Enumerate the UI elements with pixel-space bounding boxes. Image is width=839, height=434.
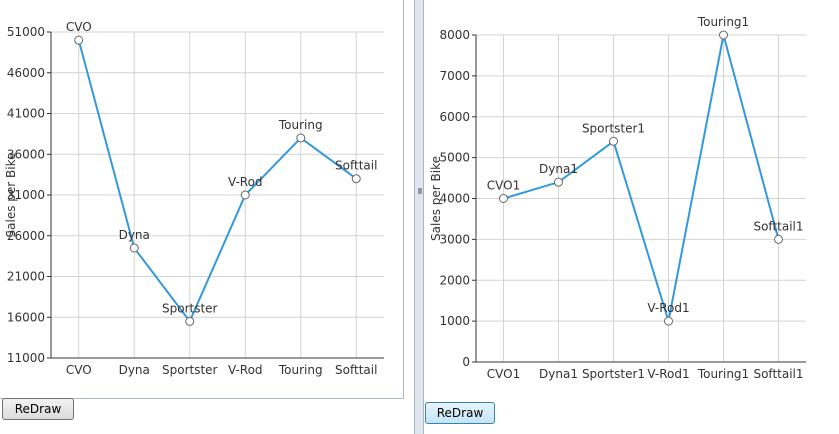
right-chart-panel: 0 1000 2000 3000 4000 5000 6000 7000 8000 CVO1 Dyn… (424, 0, 839, 398)
redraw-button-left[interactable]: ReDraw (2, 398, 74, 420)
data-label: Softtail1 (753, 219, 803, 233)
y-tick-label: 1000 (439, 314, 470, 328)
panel-splitter[interactable] (414, 0, 424, 434)
y-tick-label: 46000 (7, 66, 45, 80)
left-line-chart: 11000 16000 21000 26000 31000 36000 41000 46000… (4, 20, 384, 377)
y-tick-label: 51000 (7, 25, 45, 39)
x-tick-label: Touring (278, 363, 323, 377)
data-point (719, 30, 728, 40)
data-point (185, 316, 195, 326)
x-tick-label: Softtail (335, 363, 377, 377)
data-point (74, 35, 84, 45)
y-tick-label: 2000 (439, 273, 470, 287)
y-tick-label: 8000 (439, 28, 470, 42)
data-point (554, 177, 563, 187)
left-chart-panel: 11000 16000 21000 26000 31000 36000 41000 46000… (0, 0, 404, 399)
x-tick-label: Sportster1 (582, 367, 645, 381)
y-tick-label: 41000 (7, 107, 45, 121)
data-point (774, 234, 783, 244)
y-tick-label: 0 (462, 355, 470, 369)
y-tick-label: 26000 (7, 229, 45, 243)
y-tick-label: 11000 (7, 351, 45, 365)
series-line (77, 39, 357, 324)
x-tick-label: Dyna (119, 363, 150, 377)
x-tick-label: V-Rod1 (647, 367, 689, 381)
data-point (499, 194, 508, 203)
data-label: Sportster (162, 301, 218, 315)
data-point (351, 174, 361, 184)
data-label: CVO (66, 20, 92, 34)
redraw-button-right[interactable]: ReDraw (425, 402, 495, 424)
y-tick-label: 5000 (439, 151, 470, 165)
splitter-grip-icon[interactable] (418, 188, 422, 194)
y-axis-label: Sales per Bike (4, 153, 18, 238)
y-tick-label: 21000 (7, 270, 45, 284)
x-tick-label: Softtail1 (753, 367, 803, 381)
y-tick-label: 31000 (7, 188, 45, 202)
right-line-chart: 0 1000 2000 3000 4000 5000 6000 7000 8000 CVO1 Dyn… (429, 15, 806, 381)
data-label: V-Rod (228, 175, 263, 189)
x-tick-label: Sportster (162, 363, 218, 377)
y-tick-label: 6000 (439, 110, 470, 124)
data-label: Dyna (119, 228, 150, 242)
x-tick-label: CVO1 (487, 367, 520, 381)
x-tick-label: Dyna1 (539, 367, 578, 381)
data-label: V-Rod1 (647, 301, 689, 315)
y-tick-label: 4000 (439, 192, 470, 206)
y-tick-label: 3000 (439, 232, 470, 246)
x-tick-label: Touring1 (697, 367, 749, 381)
y-tick-label: 36000 (7, 147, 45, 161)
data-label: Softtail (335, 159, 377, 173)
y-axis-label: Sales per Bike (429, 156, 443, 241)
x-tick-label: V-Rod (228, 363, 263, 377)
y-tick-label: 16000 (7, 310, 45, 324)
data-point (240, 190, 250, 200)
data-point (609, 136, 618, 146)
data-label: Sportster1 (582, 121, 645, 135)
data-label: Touring (278, 118, 323, 132)
data-label: CVO1 (487, 179, 520, 193)
x-tick-label: CVO (66, 363, 92, 377)
y-tick-label: 7000 (439, 69, 470, 83)
series-line (503, 34, 780, 322)
data-point (296, 133, 306, 143)
data-label: Touring1 (697, 15, 749, 29)
data-point (664, 316, 673, 326)
data-label: Dyna1 (539, 162, 578, 176)
data-point (129, 243, 139, 253)
